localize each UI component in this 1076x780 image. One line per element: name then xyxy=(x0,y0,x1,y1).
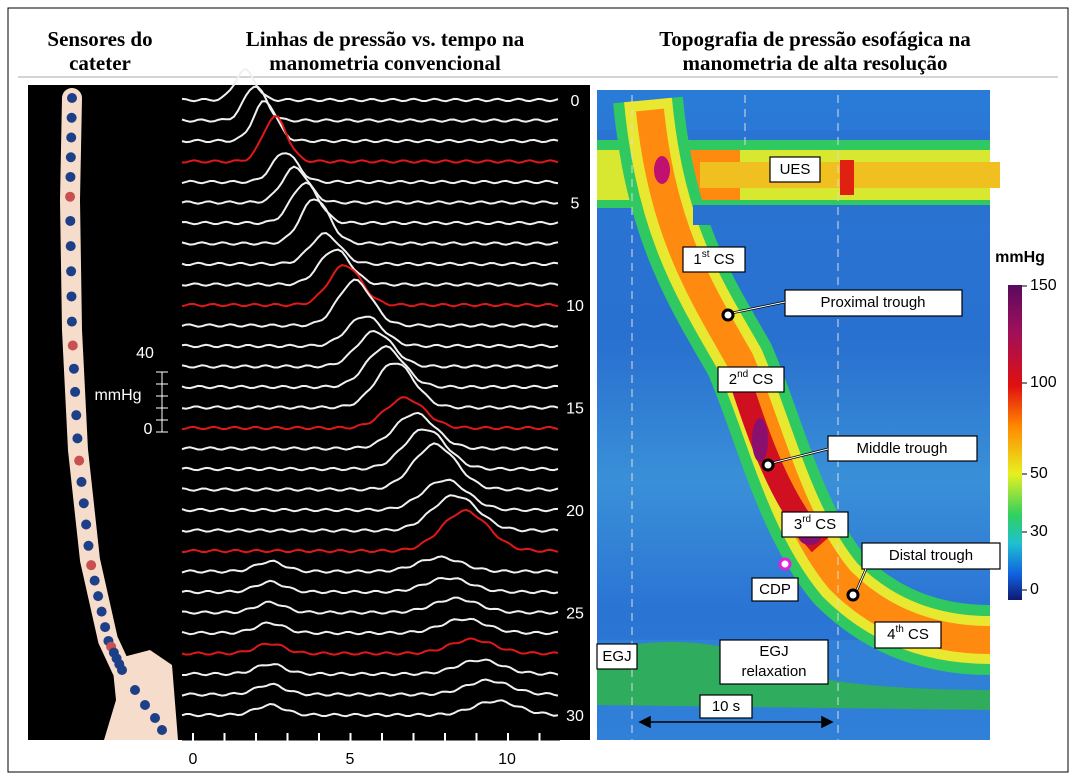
sensor-tick-label: 30 xyxy=(566,708,584,725)
colorbar-tick-label: 0 xyxy=(1030,581,1039,598)
title: manometria de alta resolução xyxy=(683,51,948,75)
label: EGJ xyxy=(759,643,788,660)
sensor-tick-label: 15 xyxy=(566,401,584,418)
label: UES xyxy=(780,161,811,178)
title: Sensores do xyxy=(47,27,152,51)
sensor xyxy=(65,216,75,226)
label: 1st CS xyxy=(693,249,734,268)
colorbar-tick-label: 30 xyxy=(1030,523,1048,540)
label: 2nd CS xyxy=(729,369,773,388)
label: Distal trough xyxy=(889,547,973,564)
colorbar-tick-label: 50 xyxy=(1030,465,1048,482)
title: Linhas de pressão vs. tempo na xyxy=(246,27,525,51)
label: 10 s xyxy=(712,698,740,715)
label: relaxation xyxy=(741,663,806,680)
colorbar-tick-label: 150 xyxy=(1030,277,1057,294)
sensor xyxy=(66,241,76,251)
sensor-tick-label: 25 xyxy=(566,606,584,623)
label: Middle trough xyxy=(857,440,948,457)
header: Sensores do cateter Linhas de pressão vs… xyxy=(47,27,971,75)
title: Topografia de pressão esofágica na xyxy=(659,27,971,51)
scale-label: 0 xyxy=(144,421,153,438)
colorbar: mmHg 150 100 50 30 0 xyxy=(995,249,1057,600)
time-tick-label: 10 xyxy=(498,751,516,768)
sensor-tick-label: 5 xyxy=(571,196,580,213)
sensor xyxy=(70,387,80,397)
title: cateter xyxy=(69,51,131,75)
sensor xyxy=(65,192,75,202)
sensor xyxy=(117,665,127,675)
sensor xyxy=(74,456,84,466)
label: EGJ xyxy=(602,648,631,665)
sensor xyxy=(66,132,76,142)
sensor xyxy=(86,560,96,570)
scale-unit: mmHg xyxy=(94,387,141,404)
title: manometria convencional xyxy=(269,51,501,75)
sensor-tick-label: 10 xyxy=(566,298,584,315)
sensor xyxy=(140,700,150,710)
label: 3rd CS xyxy=(794,514,836,533)
sensor xyxy=(100,622,110,632)
sensor xyxy=(157,725,167,735)
sensor xyxy=(81,520,91,530)
sensor xyxy=(66,291,76,301)
sensor xyxy=(66,152,76,162)
sensor-tick-label: 20 xyxy=(566,503,584,520)
sensor xyxy=(69,364,79,374)
label: CDP xyxy=(759,581,791,598)
scale-label: 40 xyxy=(136,345,154,362)
sensor xyxy=(67,113,77,123)
sensor xyxy=(90,576,100,586)
label: Proximal trough xyxy=(820,294,925,311)
colorbar-unit: mmHg xyxy=(995,249,1045,266)
sensor xyxy=(79,498,89,508)
sensor xyxy=(72,433,82,443)
sensor xyxy=(65,172,75,182)
time-tick-label: 5 xyxy=(346,751,355,768)
sensor xyxy=(93,591,103,601)
figure: Sensores do cateter Linhas de pressão vs… xyxy=(0,0,1076,780)
sensor xyxy=(71,410,81,420)
sensor xyxy=(68,340,78,350)
label: 4th CS xyxy=(887,624,929,643)
time-tick-label: 0 xyxy=(189,751,198,768)
sensor xyxy=(67,317,77,327)
sensor-tick-label: 0 xyxy=(571,93,580,110)
sensor xyxy=(150,713,160,723)
sensor xyxy=(97,607,107,617)
sensor xyxy=(83,541,93,551)
sensor xyxy=(67,93,77,103)
sensor xyxy=(76,477,86,487)
colorbar-tick-label: 100 xyxy=(1030,374,1057,391)
sensor xyxy=(66,266,76,276)
sensor xyxy=(130,685,140,695)
